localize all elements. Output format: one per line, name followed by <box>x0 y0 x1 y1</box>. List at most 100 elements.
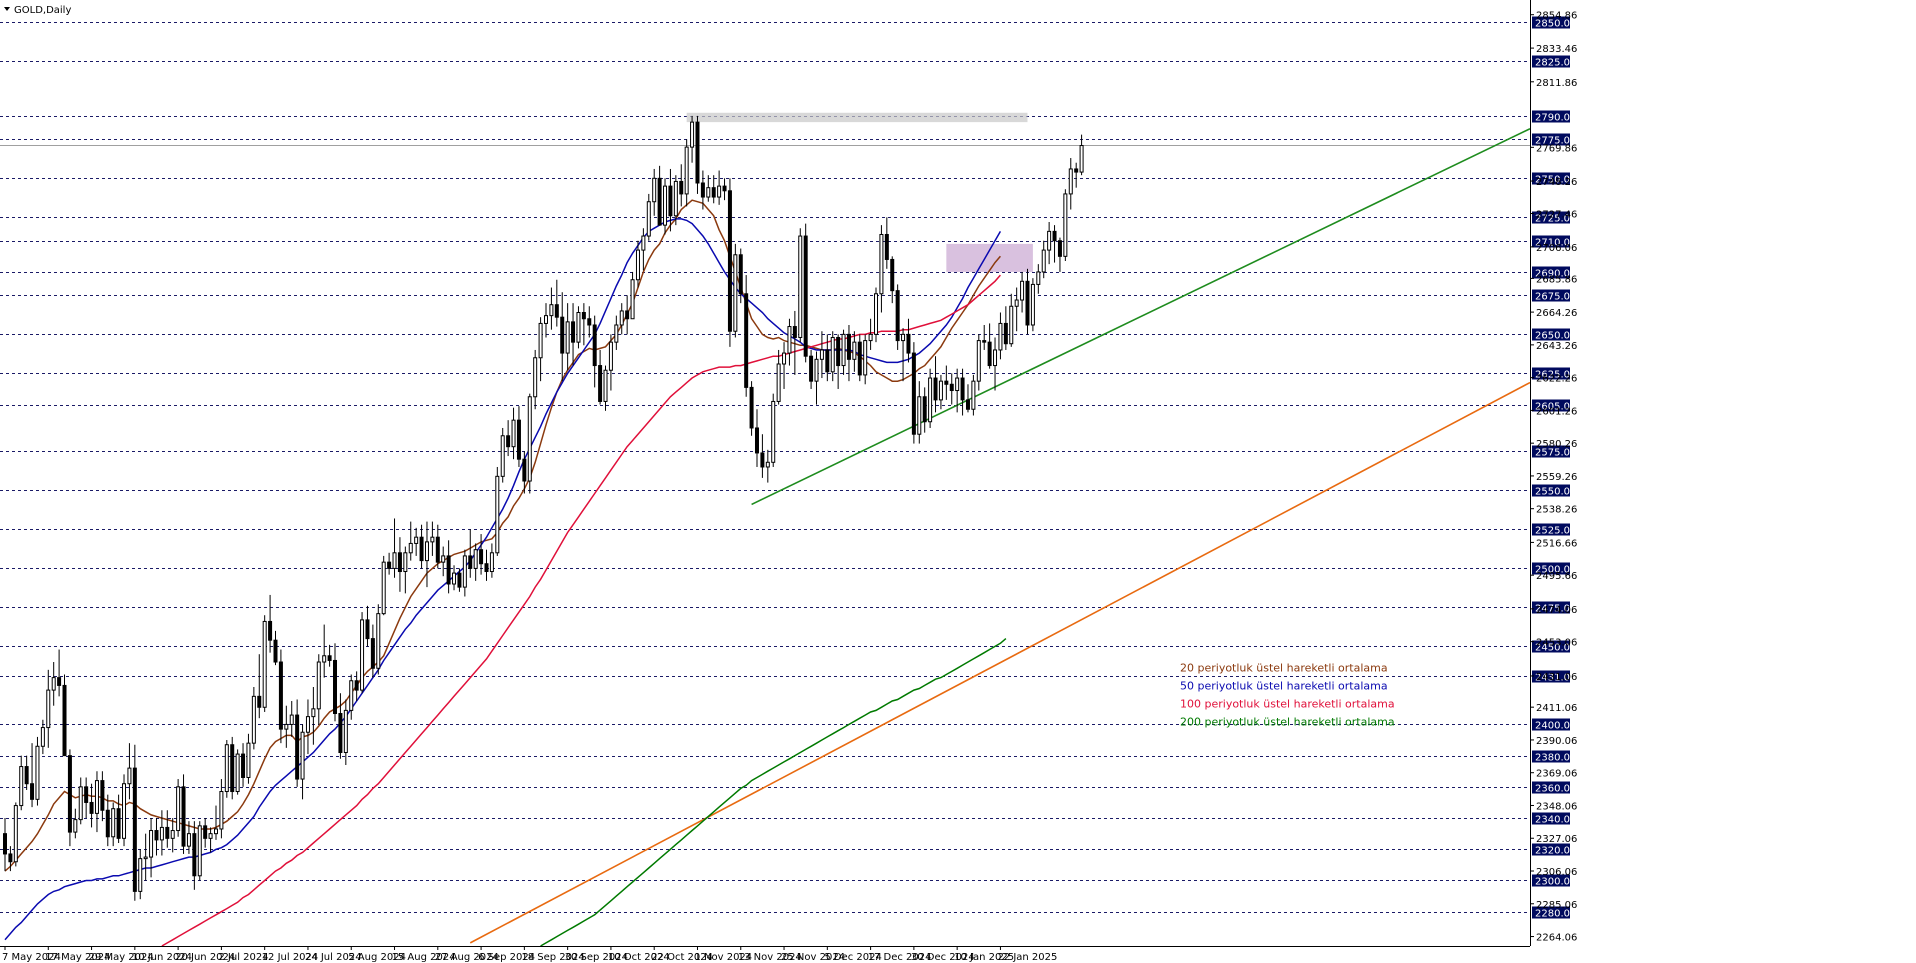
candle[interactable] <box>408 521 413 561</box>
candle[interactable] <box>381 555 386 616</box>
candle[interactable] <box>1057 237 1062 272</box>
candle[interactable] <box>57 649 62 697</box>
candle[interactable] <box>560 292 565 382</box>
candle[interactable] <box>111 802 116 847</box>
candle[interactable] <box>376 604 381 675</box>
candle[interactable] <box>749 381 754 436</box>
candle[interactable] <box>333 643 338 722</box>
candle[interactable] <box>565 303 570 371</box>
candle[interactable] <box>993 337 998 391</box>
candle[interactable] <box>316 654 321 725</box>
candle[interactable] <box>765 449 770 483</box>
candle[interactable] <box>62 674 67 757</box>
candle[interactable] <box>370 624 375 678</box>
candle[interactable] <box>679 164 684 207</box>
candle[interactable] <box>598 349 603 405</box>
candle[interactable] <box>322 624 327 678</box>
candle[interactable] <box>852 331 857 372</box>
candle[interactable] <box>46 669 51 748</box>
candle[interactable] <box>500 427 505 483</box>
candle[interactable] <box>241 743 246 787</box>
candle[interactable] <box>706 175 711 202</box>
candle[interactable] <box>841 329 846 375</box>
candle[interactable] <box>906 318 911 363</box>
candle[interactable] <box>890 256 895 304</box>
candle[interactable] <box>814 351 819 405</box>
candle[interactable] <box>51 662 56 706</box>
candle[interactable] <box>154 818 159 856</box>
candle[interactable] <box>809 349 814 389</box>
candle[interactable] <box>608 334 613 391</box>
candle[interactable] <box>132 744 137 901</box>
candle[interactable] <box>289 701 294 737</box>
candle[interactable] <box>495 466 500 556</box>
candle[interactable] <box>949 373 954 405</box>
candle[interactable] <box>646 193 651 241</box>
candle[interactable] <box>186 821 191 854</box>
candle[interactable] <box>35 736 40 806</box>
candle[interactable] <box>338 693 343 759</box>
candle[interactable] <box>722 178 727 201</box>
candle[interactable] <box>938 374 943 410</box>
candle[interactable] <box>452 565 457 591</box>
candle[interactable] <box>278 649 283 744</box>
candle[interactable] <box>446 540 451 594</box>
candle[interactable] <box>181 774 186 854</box>
candle[interactable] <box>1009 293 1014 347</box>
candle[interactable] <box>387 552 392 575</box>
candle[interactable] <box>787 318 792 366</box>
candle[interactable] <box>733 243 738 338</box>
candle[interactable] <box>1079 134 1084 176</box>
candle[interactable] <box>982 324 987 350</box>
candle[interactable] <box>392 518 397 578</box>
candle[interactable] <box>782 342 787 389</box>
candle[interactable] <box>1052 225 1057 263</box>
candle[interactable] <box>857 334 862 382</box>
candle[interactable] <box>8 846 13 872</box>
candle[interactable] <box>224 740 229 798</box>
candle[interactable] <box>305 699 310 755</box>
candle[interactable] <box>295 699 300 787</box>
candle[interactable] <box>419 524 424 569</box>
candle[interactable] <box>625 295 630 335</box>
candle[interactable] <box>879 225 884 313</box>
candle[interactable] <box>592 315 597 388</box>
candle[interactable] <box>354 671 359 702</box>
candle[interactable] <box>928 368 933 428</box>
candle[interactable] <box>884 217 889 269</box>
candle[interactable] <box>1041 240 1046 279</box>
candle[interactable] <box>998 312 1003 360</box>
candle[interactable] <box>246 733 251 784</box>
candle[interactable] <box>284 705 289 748</box>
candle[interactable] <box>165 810 170 848</box>
candle[interactable] <box>365 605 370 647</box>
candle[interactable] <box>197 821 202 881</box>
candle[interactable] <box>203 818 208 848</box>
candle[interactable] <box>138 849 143 900</box>
candle[interactable] <box>792 310 797 375</box>
candle[interactable] <box>868 318 873 350</box>
candle[interactable] <box>435 524 440 569</box>
candle[interactable] <box>538 317 543 382</box>
candle[interactable] <box>917 381 922 444</box>
candle[interactable] <box>397 537 402 592</box>
candle[interactable] <box>895 284 900 350</box>
candle[interactable] <box>78 777 83 825</box>
candle[interactable] <box>630 271 635 320</box>
candle[interactable] <box>955 368 960 413</box>
candle[interactable] <box>803 223 808 363</box>
candle[interactable] <box>652 168 657 216</box>
candle[interactable] <box>219 779 224 839</box>
candle[interactable] <box>300 724 305 800</box>
candle[interactable] <box>13 802 18 867</box>
candle[interactable] <box>874 287 879 343</box>
candle[interactable] <box>663 178 668 235</box>
candle[interactable] <box>94 771 99 833</box>
candle[interactable] <box>149 818 154 878</box>
candle[interactable] <box>89 783 94 828</box>
candle[interactable] <box>635 240 640 288</box>
candle[interactable] <box>127 743 132 800</box>
candle[interactable] <box>776 349 781 405</box>
candle[interactable] <box>116 794 121 844</box>
